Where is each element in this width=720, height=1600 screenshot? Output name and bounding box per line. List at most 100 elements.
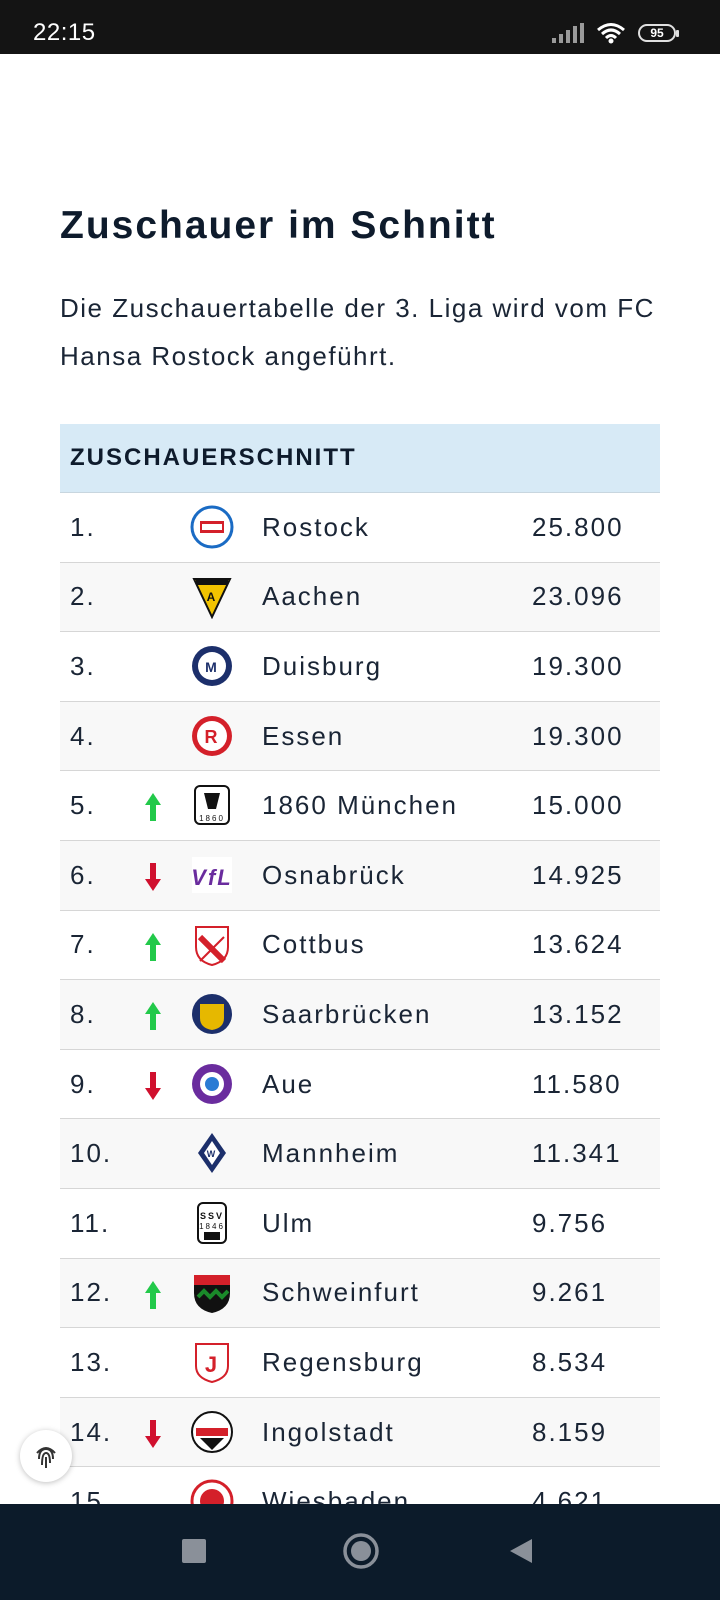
table-row: 12. Schweinfurt 9.261 bbox=[60, 1258, 660, 1329]
row-team-name: Schweinfurt bbox=[262, 1277, 420, 1308]
table-row: 13. J Regensburg 8.534 bbox=[60, 1328, 660, 1398]
svg-text:J: J bbox=[205, 1352, 219, 1377]
club-logo-osnabrueck: VfL bbox=[191, 856, 232, 893]
row-team-name: Rostock bbox=[262, 511, 370, 542]
club-logo-essen: R bbox=[192, 715, 232, 756]
row-rank: 5. bbox=[70, 790, 96, 821]
table-row: 2. A Aachen 23.096 bbox=[60, 562, 660, 633]
svg-text:1860: 1860 bbox=[199, 814, 225, 823]
row-team-name: Osnabrück bbox=[262, 859, 406, 890]
recent-apps-button[interactable] bbox=[181, 1538, 207, 1564]
row-attendance: 11.580 bbox=[532, 1068, 622, 1099]
row-attendance: 4.621 bbox=[532, 1486, 608, 1504]
row-attendance: 14.925 bbox=[532, 859, 624, 890]
row-rank: 7. bbox=[70, 929, 96, 960]
row-attendance: 19.300 bbox=[532, 650, 624, 681]
row-rank: 4. bbox=[70, 720, 96, 751]
svg-text:A: A bbox=[207, 590, 218, 604]
row-rank: 11. bbox=[70, 1207, 111, 1238]
row-attendance: 23.096 bbox=[532, 581, 624, 612]
club-logo-mannheim: W bbox=[198, 1133, 226, 1174]
row-team-name: Wiesbaden bbox=[262, 1486, 411, 1504]
table-row: 5. 1860 1860 München 15.000 bbox=[60, 771, 660, 841]
arrow-up-icon bbox=[145, 1002, 161, 1031]
row-rank: 12. bbox=[70, 1277, 113, 1308]
row-team-name: Duisburg bbox=[262, 650, 383, 681]
row-rank: 13. bbox=[70, 1346, 113, 1377]
table-row: 10. W Mannheim 11.341 bbox=[60, 1119, 660, 1189]
row-team-name: Regensburg bbox=[262, 1346, 424, 1377]
row-attendance: 13.624 bbox=[532, 929, 624, 960]
row-rank: 3. bbox=[70, 650, 96, 681]
row-attendance: 25.800 bbox=[532, 511, 624, 542]
page-intro: Die Zuschauertabelle der 3. Liga wird vo… bbox=[60, 293, 655, 371]
club-logo-duisburg: M bbox=[192, 646, 232, 687]
svg-text:R: R bbox=[205, 727, 220, 747]
club-logo-ingolstadt bbox=[191, 1410, 233, 1453]
club-logo-1860-muenchen: 1860 bbox=[194, 785, 230, 826]
arrow-down-icon bbox=[145, 1071, 161, 1100]
table-row: 6. VfL Osnabrück 14.925 bbox=[60, 840, 660, 911]
table-row: 3. M Duisburg 19.300 bbox=[60, 632, 660, 702]
row-team-name: Essen bbox=[262, 720, 345, 751]
svg-text:SSV: SSV bbox=[200, 1211, 224, 1221]
back-button[interactable] bbox=[508, 1537, 534, 1565]
home-button[interactable] bbox=[342, 1532, 380, 1570]
attendance-table: ZUSCHAUERSCHNITT 1. Rostock 25.800 2. A Aache… bbox=[60, 424, 660, 1504]
article-content: Zuschauer im Schnitt Die Zuschauertabell… bbox=[0, 54, 720, 1504]
row-team-name: 1860 München bbox=[262, 790, 459, 821]
arrow-up-icon bbox=[145, 793, 161, 822]
row-rank: 2. bbox=[70, 581, 96, 612]
fingerprint-button[interactable] bbox=[20, 1430, 72, 1482]
svg-text:VfL: VfL bbox=[191, 865, 232, 890]
fingerprint-icon bbox=[36, 1447, 56, 1468]
table-row: 14. Ingolstadt 8.159 bbox=[60, 1397, 660, 1468]
club-logo-aachen: A bbox=[192, 577, 232, 619]
arrow-up-icon bbox=[145, 932, 161, 961]
row-rank: 8. bbox=[70, 998, 96, 1029]
status-icons: 95 bbox=[552, 22, 679, 44]
club-logo-regensburg: J bbox=[195, 1343, 229, 1384]
arrow-down-icon bbox=[145, 862, 161, 891]
table-row: 7. Cottbus 13.624 bbox=[60, 911, 660, 981]
status-time: 22:15 bbox=[33, 19, 96, 46]
status-bar: 22:15 95 bbox=[0, 0, 720, 54]
club-logo-schweinfurt bbox=[194, 1274, 230, 1313]
svg-text:W: W bbox=[207, 1149, 218, 1159]
table-row: 4. R Essen 19.300 bbox=[60, 701, 660, 772]
row-team-name: Cottbus bbox=[262, 929, 366, 960]
row-rank: 1. bbox=[70, 511, 96, 542]
navigation-bar bbox=[0, 1504, 720, 1600]
row-team-name: Aachen bbox=[262, 581, 363, 612]
row-rank: 9. bbox=[70, 1068, 96, 1099]
page-title: Zuschauer im Schnitt bbox=[60, 204, 497, 247]
arrow-down-icon bbox=[145, 1419, 161, 1448]
table-row: 9. Aue 11.580 bbox=[60, 1050, 660, 1120]
row-attendance: 11.341 bbox=[532, 1138, 622, 1169]
row-attendance: 9.261 bbox=[532, 1277, 608, 1308]
row-attendance: 8.159 bbox=[532, 1416, 608, 1447]
row-rank: 6. bbox=[70, 859, 96, 890]
row-attendance: 9.756 bbox=[532, 1207, 608, 1238]
row-attendance: 19.300 bbox=[532, 720, 624, 751]
arrow-up-icon bbox=[145, 1280, 161, 1309]
table-rows: 1. Rostock 25.800 2. A Aachen 23.096 3. M Duisbur… bbox=[60, 493, 660, 1504]
club-logo-cottbus bbox=[195, 925, 229, 966]
row-team-name: Saarbrücken bbox=[262, 998, 432, 1029]
club-logo-wiesbaden bbox=[190, 1479, 234, 1504]
table-header: ZUSCHAUERSCHNITT bbox=[60, 424, 660, 493]
table-row: 11. SSV 1846 Ulm 9.756 bbox=[60, 1189, 660, 1259]
club-logo-saarbruecken bbox=[192, 994, 232, 1035]
row-attendance: 8.534 bbox=[532, 1346, 608, 1377]
row-rank: 10. bbox=[70, 1138, 113, 1169]
row-rank: 15. bbox=[70, 1486, 113, 1504]
battery-icon: 95 bbox=[638, 24, 679, 42]
svg-text:M: M bbox=[205, 659, 219, 675]
table-row: 15. Wiesbaden 4.621 bbox=[60, 1467, 660, 1504]
club-logo-aue bbox=[192, 1063, 232, 1104]
table-row: 1. Rostock 25.800 bbox=[60, 493, 660, 563]
wifi-icon bbox=[597, 23, 625, 44]
svg-text:1846: 1846 bbox=[199, 1222, 225, 1231]
table-row: 8. Saarbrücken 13.152 bbox=[60, 980, 660, 1050]
